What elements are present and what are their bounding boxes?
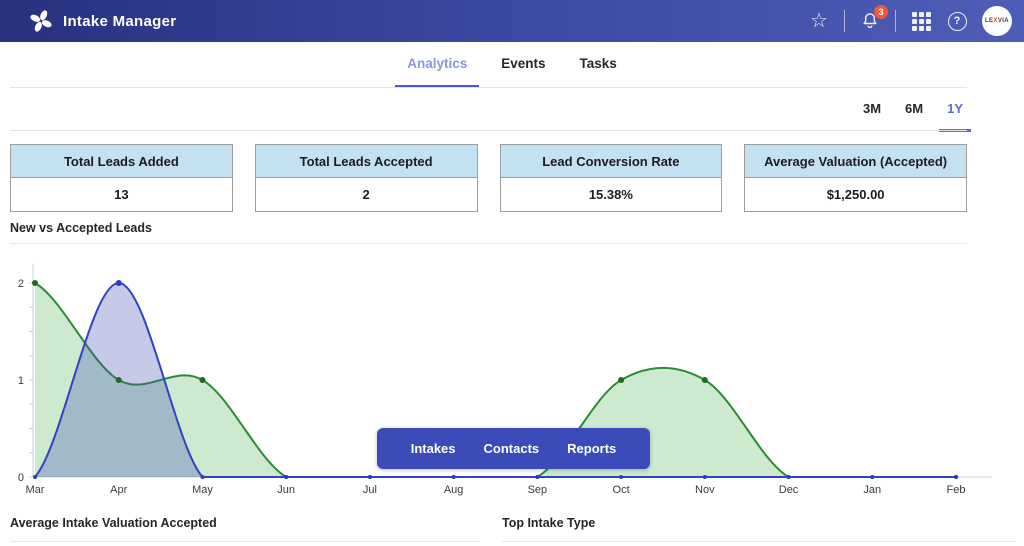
stat-card-value: 13 <box>11 178 232 211</box>
stat-card-average-valuation: Average Valuation (Accepted) $1,250.00 <box>744 144 967 212</box>
stat-card-title: Average Valuation (Accepted) <box>745 145 966 178</box>
svg-text:Nov: Nov <box>695 484 715 496</box>
app-title: Intake Manager <box>63 13 176 30</box>
svg-text:Oct: Oct <box>613 484 630 496</box>
stat-cards: Total Leads Added 13 Total Leads Accepte… <box>10 144 967 212</box>
range-divider <box>10 130 967 131</box>
app-logo-icon <box>28 8 54 34</box>
favorites-star-icon[interactable]: ☆ <box>808 10 830 32</box>
svg-text:May: May <box>192 484 213 496</box>
range-6m[interactable]: 6M <box>897 88 931 132</box>
svg-text:Dec: Dec <box>779 484 799 496</box>
tab-analytics[interactable]: Analytics <box>395 42 479 88</box>
brand: Intake Manager <box>28 8 176 34</box>
floating-nav-bar: Intakes Contacts Reports <box>377 428 650 469</box>
bottom-right-divider <box>502 541 1016 542</box>
svg-text:Aug: Aug <box>444 484 464 496</box>
floating-nav-contacts[interactable]: Contacts <box>470 441 554 456</box>
top-navbar: Intake Manager ☆ 3 ? LEXVIA <box>0 0 1024 42</box>
notifications-bell-icon[interactable]: 3 <box>859 10 881 32</box>
time-range-selector: 3M 6M 1Y <box>0 88 1024 132</box>
tab-events[interactable]: Events <box>489 42 557 88</box>
stat-card-title: Total Leads Accepted <box>256 145 477 178</box>
bottom-left-divider <box>10 541 480 542</box>
user-avatar[interactable]: LEXVIA <box>982 6 1012 36</box>
stat-card-value: 15.38% <box>501 178 722 211</box>
range-1y[interactable]: 1Y <box>939 88 971 132</box>
svg-text:Jun: Jun <box>277 484 295 496</box>
floating-nav-intakes[interactable]: Intakes <box>397 441 470 456</box>
help-icon[interactable]: ? <box>946 10 968 32</box>
stat-card-total-leads-accepted: Total Leads Accepted 2 <box>255 144 478 212</box>
app-launcher-grid-icon[interactable] <box>910 10 932 32</box>
main-tabs: Analytics Events Tasks <box>0 42 1024 88</box>
svg-text:0: 0 <box>18 472 24 484</box>
chart-title-divider <box>10 243 967 244</box>
svg-text:Apr: Apr <box>110 484 127 496</box>
stat-card-title: Total Leads Added <box>11 145 232 178</box>
stat-card-value: $1,250.00 <box>745 178 966 211</box>
navbar-actions: ☆ 3 ? LEXVIA <box>808 6 1012 36</box>
top-intake-type-title: Top Intake Type <box>502 516 595 530</box>
svg-text:Sep: Sep <box>528 484 548 496</box>
stat-card-lead-conversion-rate: Lead Conversion Rate 15.38% <box>500 144 723 212</box>
stat-card-title: Lead Conversion Rate <box>501 145 722 178</box>
navbar-divider <box>844 10 845 32</box>
notification-badge: 3 <box>874 5 888 19</box>
tab-tasks[interactable]: Tasks <box>568 42 629 88</box>
navbar-divider <box>895 10 896 32</box>
avg-intake-valuation-title: Average Intake Valuation Accepted <box>10 516 217 530</box>
stat-card-value: 2 <box>256 178 477 211</box>
floating-nav-reports[interactable]: Reports <box>553 441 630 456</box>
range-3m[interactable]: 3M <box>855 88 889 132</box>
svg-text:Mar: Mar <box>26 484 45 496</box>
svg-text:Feb: Feb <box>947 484 966 496</box>
svg-text:1: 1 <box>18 375 24 387</box>
svg-text:Jul: Jul <box>363 484 377 496</box>
svg-text:2: 2 <box>18 278 24 290</box>
chart-section-title: New vs Accepted Leads <box>10 221 152 235</box>
svg-text:Jan: Jan <box>863 484 881 496</box>
stat-card-total-leads-added: Total Leads Added 13 <box>10 144 233 212</box>
